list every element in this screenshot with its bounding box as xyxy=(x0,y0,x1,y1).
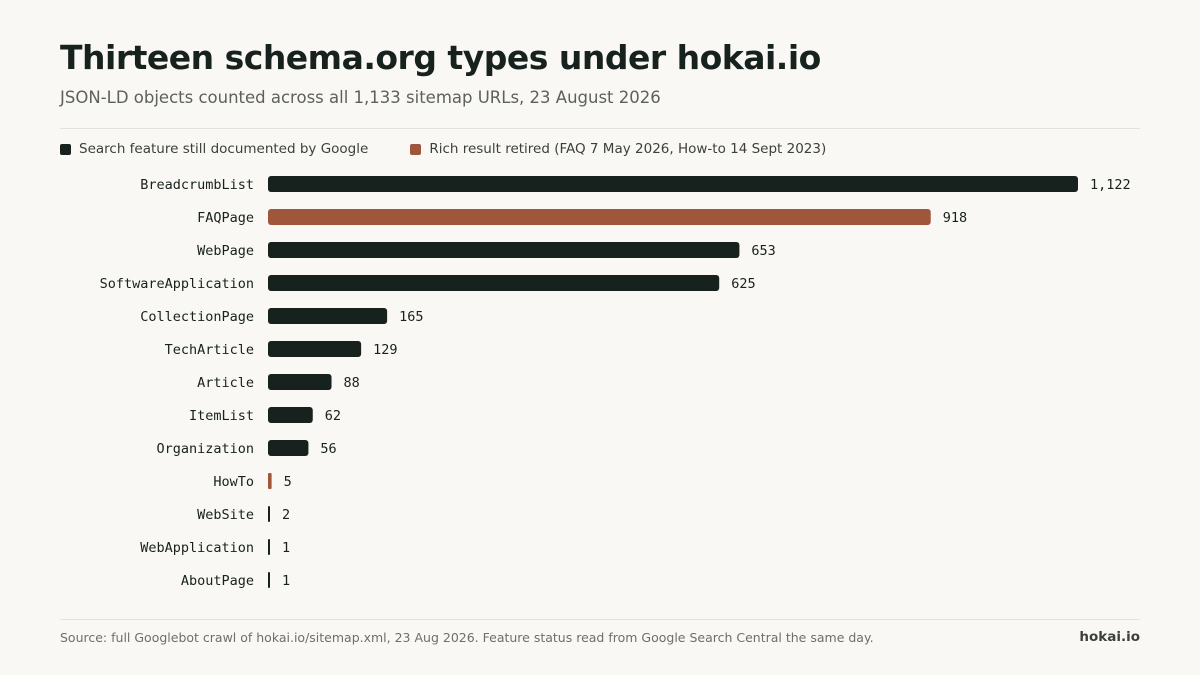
footer-divider xyxy=(60,619,1140,620)
category-label: WebPage xyxy=(197,243,254,259)
value-label: 2 xyxy=(282,507,290,523)
legend: Search feature still documented by Googl… xyxy=(60,141,868,157)
value-label: 62 xyxy=(325,408,341,424)
value-label: 625 xyxy=(731,276,755,292)
category-label: CollectionPage xyxy=(140,309,254,325)
legend-label-retired: Rich result retired (FAQ 7 May 2026, How… xyxy=(429,141,827,157)
bar xyxy=(268,242,740,258)
legend-swatch-retired xyxy=(410,143,422,155)
bar xyxy=(268,275,720,291)
value-label: 1 xyxy=(282,573,290,589)
value-label: 88 xyxy=(344,375,360,391)
source-note: Source: full Googlebot crawl of hokai.io… xyxy=(60,630,874,645)
category-label: Organization xyxy=(156,441,254,457)
category-label: BreadcrumbList xyxy=(140,177,254,193)
bar xyxy=(268,473,272,489)
bar xyxy=(268,176,1078,192)
bar xyxy=(268,308,388,324)
chart-subtitle: JSON-LD objects counted across all 1,133… xyxy=(60,88,661,107)
value-label: 129 xyxy=(373,342,397,358)
bar xyxy=(268,506,270,522)
bar xyxy=(268,572,270,588)
header-divider xyxy=(60,128,1140,129)
value-label: 918 xyxy=(943,210,967,226)
category-label: HowTo xyxy=(213,474,254,490)
category-label: ItemList xyxy=(189,408,254,424)
value-label: 653 xyxy=(751,243,775,259)
category-label: TechArticle xyxy=(165,342,254,358)
category-label: AboutPage xyxy=(181,573,254,589)
value-label: 1 xyxy=(282,540,290,556)
category-label: Article xyxy=(197,375,254,391)
category-label: WebApplication xyxy=(140,540,254,556)
value-label: 5 xyxy=(284,474,292,490)
legend-item-documented: Search feature still documented by Googl… xyxy=(60,141,368,157)
bar xyxy=(268,440,309,456)
value-label: 1,122 xyxy=(1090,177,1131,193)
category-label: WebSite xyxy=(197,507,254,523)
bar xyxy=(268,407,313,423)
brand-logo: hokai.io xyxy=(1079,629,1140,645)
bar xyxy=(268,209,931,225)
bar xyxy=(268,539,270,555)
legend-label-documented: Search feature still documented by Googl… xyxy=(79,141,369,157)
bar xyxy=(268,374,332,390)
bar xyxy=(268,341,362,357)
legend-swatch-documented xyxy=(60,143,71,155)
legend-item-retired: Rich result retired (FAQ 7 May 2026, How… xyxy=(410,141,826,157)
value-label: 165 xyxy=(399,309,423,325)
value-label: 56 xyxy=(320,441,336,457)
chart-title: Thirteen schema.org types under hokai.io xyxy=(60,38,821,77)
category-label: SoftwareApplication xyxy=(100,276,254,292)
category-label: FAQPage xyxy=(197,210,254,226)
